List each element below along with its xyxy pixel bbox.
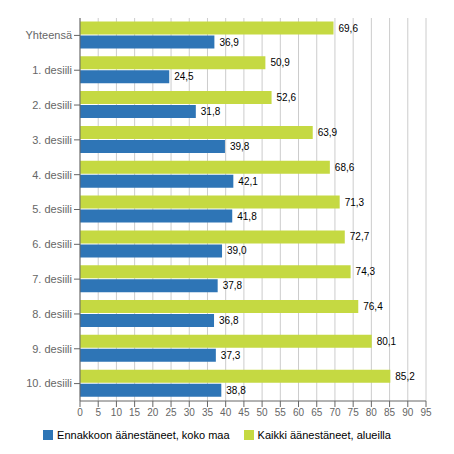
svg-text:85: 85 (384, 407, 396, 418)
svg-text:69,6: 69,6 (338, 23, 358, 34)
svg-text:36,9: 36,9 (219, 37, 239, 48)
svg-text:10. desiili: 10. desiili (26, 377, 72, 389)
svg-text:95: 95 (420, 407, 432, 418)
svg-text:30: 30 (184, 407, 196, 418)
svg-text:39,8: 39,8 (230, 141, 250, 152)
svg-text:63,9: 63,9 (318, 127, 338, 138)
svg-text:75: 75 (348, 407, 360, 418)
svg-text:31,8: 31,8 (201, 106, 221, 117)
svg-text:60: 60 (293, 407, 305, 418)
svg-text:42,1: 42,1 (238, 176, 258, 187)
svg-text:40: 40 (220, 407, 232, 418)
svg-text:37,8: 37,8 (223, 280, 243, 291)
svg-text:20: 20 (147, 407, 159, 418)
svg-text:65: 65 (311, 407, 323, 418)
svg-text:15: 15 (129, 407, 141, 418)
svg-text:74,3: 74,3 (356, 266, 376, 277)
svg-text:39,0: 39,0 (227, 245, 247, 256)
svg-text:0: 0 (77, 407, 83, 418)
svg-text:2. desiili: 2. desiili (32, 99, 72, 111)
html-text:Kaikki äänestäneet, alueilla: Kaikki äänestäneet, alueilla (257, 429, 391, 441)
svg-text:9. desiili: 9. desiili (32, 343, 72, 355)
svg-text:Yhteensä: Yhteensä (26, 29, 73, 41)
svg-text:50: 50 (257, 407, 269, 418)
svg-text:5: 5 (95, 407, 101, 418)
svg-text:37,3: 37,3 (221, 350, 241, 361)
svg-text:10: 10 (111, 407, 123, 418)
svg-text:6. desiili: 6. desiili (32, 238, 72, 250)
svg-text:45: 45 (238, 407, 250, 418)
svg-text:41,8: 41,8 (237, 211, 257, 222)
html-text:Ennakkoon äänestäneet, koko ma: Ennakkoon äänestäneet, koko maa (57, 429, 230, 441)
svg-text:4. desiili: 4. desiili (32, 169, 72, 181)
svg-text:1. desiili: 1. desiili (32, 64, 72, 76)
svg-text:24,5: 24,5 (174, 71, 194, 82)
svg-text:55: 55 (275, 407, 287, 418)
svg-text:25: 25 (165, 407, 177, 418)
svg-text:72,7: 72,7 (350, 231, 370, 242)
svg-text:71,3: 71,3 (345, 197, 365, 208)
svg-text:80,1: 80,1 (377, 336, 397, 347)
svg-text:52,6: 52,6 (277, 92, 297, 103)
svg-text:90: 90 (402, 407, 414, 418)
svg-text:68,6: 68,6 (335, 162, 355, 173)
svg-text:8. desiili: 8. desiili (32, 308, 72, 320)
svg-text:76,4: 76,4 (363, 301, 383, 312)
svg-text:3. desiili: 3. desiili (32, 134, 72, 146)
svg-text:50,9: 50,9 (270, 57, 290, 68)
svg-text:35: 35 (202, 407, 214, 418)
svg-text:5. desiili: 5. desiili (32, 203, 72, 215)
svg-text:70: 70 (329, 407, 341, 418)
svg-text:36,8: 36,8 (219, 315, 239, 326)
svg-text:85,2: 85,2 (395, 371, 415, 382)
svg-text:80: 80 (366, 407, 378, 418)
svg-text:38,8: 38,8 (226, 385, 246, 396)
svg-text:7. desiili: 7. desiili (32, 273, 72, 285)
